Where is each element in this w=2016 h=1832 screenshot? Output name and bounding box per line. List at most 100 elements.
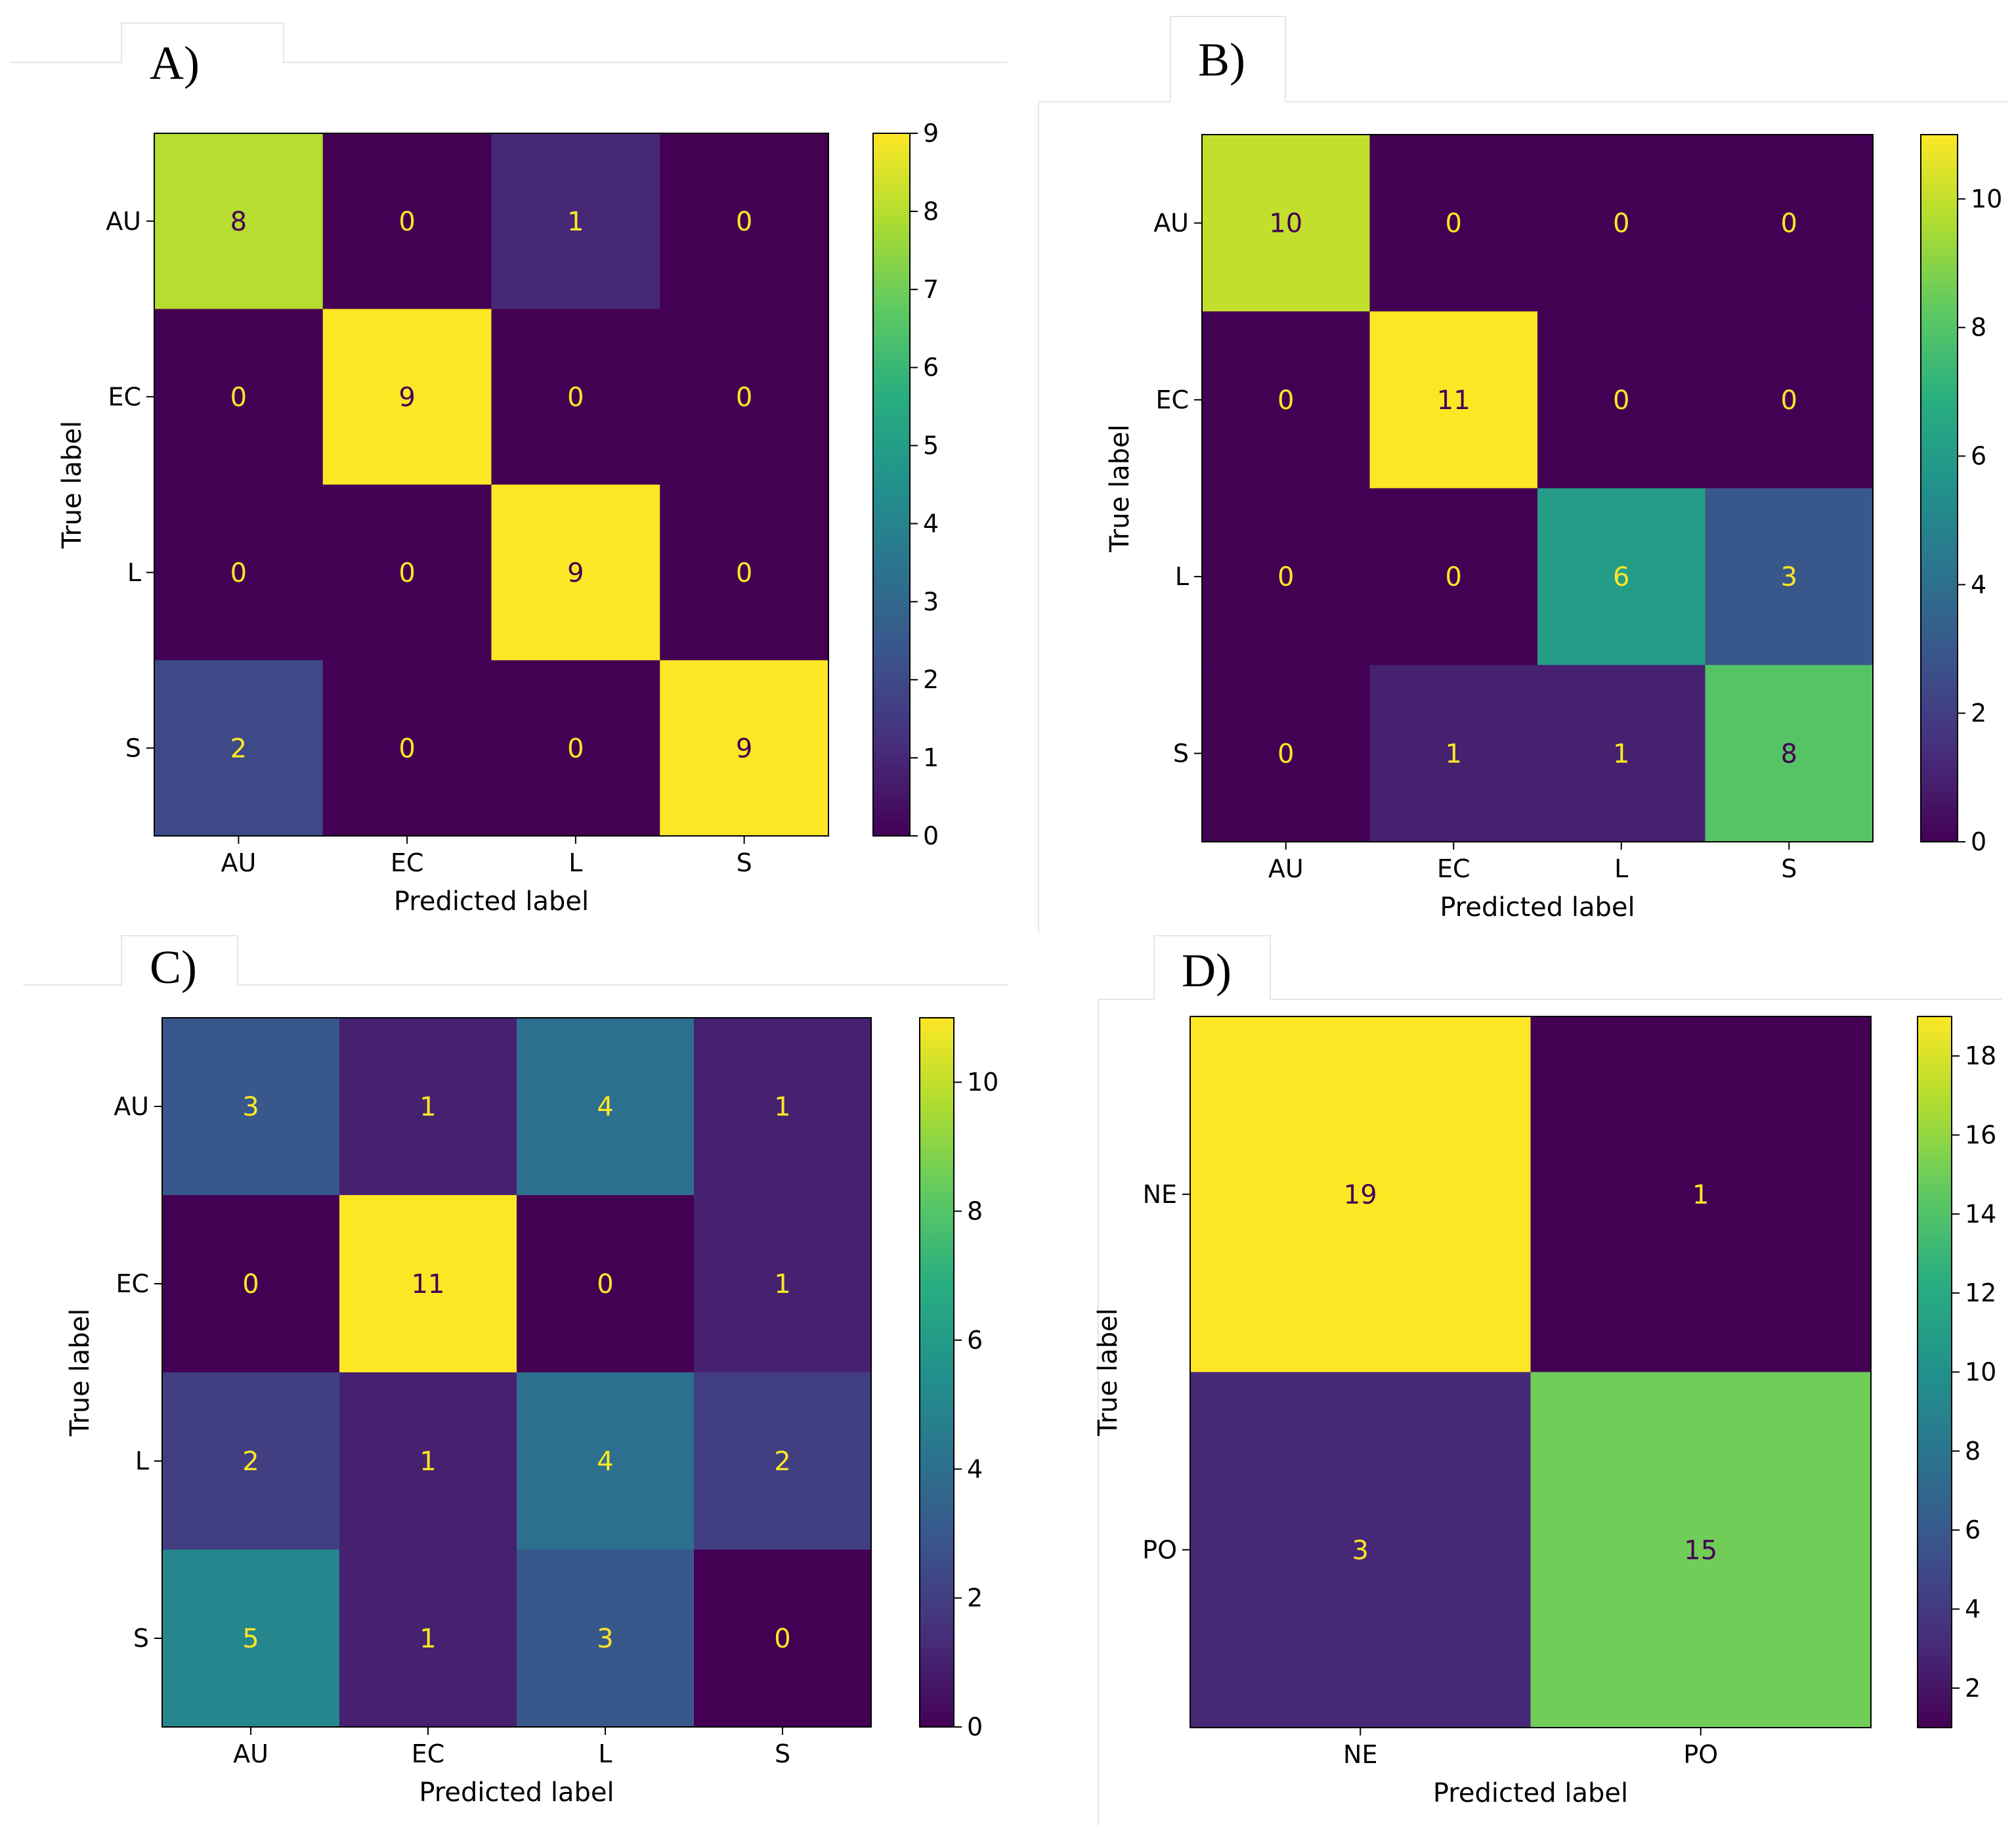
heatmap-cell (1190, 1372, 1532, 1728)
cell-value-label: 2 (774, 1447, 790, 1477)
cell-value-label: 0 (1613, 209, 1629, 239)
x-tick-label: AU (233, 1739, 268, 1768)
frame-b (1038, 16, 2009, 932)
y-axis-label: True label (1093, 1308, 1123, 1436)
chart-panel-b: 10 0 0 00 11 0 00 0 6 30 1 1 8AU EC L SAUECLSPredicted … (1105, 134, 2002, 923)
cell-value-label: 2 (230, 733, 247, 764)
x-tick-label: L (1614, 854, 1628, 883)
colorbar-tick-label: 6 (1965, 1516, 1981, 1544)
heatmap-cell (1202, 488, 1371, 666)
y-axis-label: True label (65, 1309, 95, 1437)
cell-value-label: 0 (1781, 385, 1797, 416)
heatmap-cell (1705, 665, 1874, 842)
colorbar-tick-label: 14 (1965, 1200, 1996, 1229)
colorbar-tick-label: 4 (1971, 570, 1986, 599)
heatmap-cell (339, 1018, 517, 1196)
chart-panel-a: 8 0 1 0 0 9 0 0 0 0 9 0 2 0 0 9 AU EC L S AU EC L S Predicted la… (57, 119, 939, 917)
colorbar-tick-label: 10 (1965, 1358, 1996, 1387)
frame-d (1098, 935, 2002, 1825)
colorbar-tick-label: 0 (923, 821, 939, 850)
colorbar-tick-label: 6 (923, 353, 939, 382)
colorbar-tick-label: 2 (923, 665, 939, 694)
heatmap-cell (1705, 488, 1874, 666)
cell-value-label: 1 (419, 1624, 436, 1654)
heatmap-cell (1202, 135, 1371, 312)
heatmap-cell (660, 133, 829, 310)
heatmap-cell (154, 485, 324, 661)
cell-value-label: 8 (1781, 739, 1797, 769)
frame-c (23, 935, 1008, 986)
heatmap-cell (1537, 665, 1706, 842)
heatmap-cell (322, 309, 492, 485)
cell-value-label: 0 (242, 1269, 259, 1299)
colorbar-tick-label: 4 (1965, 1595, 1981, 1624)
heatmap-cell (694, 1195, 872, 1373)
cell-value-label: 0 (1277, 562, 1294, 592)
heatmap-cell (517, 1018, 695, 1196)
cell-value-label: 4 (597, 1447, 613, 1477)
y-tick-label: EC (1155, 385, 1189, 414)
colorbar (872, 133, 911, 837)
cell-value-label: 6 (1613, 562, 1629, 592)
heatmap-cell (694, 1372, 872, 1550)
colorbar-tick-label: 0 (1971, 827, 1986, 856)
colorbar-tick-label: 10 (1971, 185, 2002, 213)
heatmap-cell (1530, 1016, 1872, 1373)
colorbar-tick-label: 6 (1971, 442, 1986, 471)
x-tick-label: EC (412, 1739, 445, 1768)
colorbar-tick-label: 2 (1965, 1674, 1981, 1703)
cell-value-label: 11 (412, 1269, 445, 1299)
cell-value-label: 0 (230, 558, 247, 588)
colorbar-tick-label: 4 (967, 1454, 983, 1483)
colorbar (1917, 1016, 1952, 1728)
heatmap-cell (1530, 1372, 1872, 1728)
frame-a (10, 22, 1008, 63)
colorbar-tick-label: 10 (967, 1068, 998, 1097)
x-tick-label: L (598, 1739, 612, 1768)
y-tick-label: AU (1153, 209, 1189, 238)
colorbar-tick-label: 12 (1965, 1278, 1996, 1307)
y-tick-label: S (125, 733, 141, 762)
x-tick-label: S (775, 1739, 790, 1768)
heatmap-frame (154, 133, 829, 837)
heatmap-cell (660, 309, 829, 485)
cell-value-label: 0 (1277, 739, 1294, 769)
panel-label-a: A) (150, 37, 200, 89)
heatmap-cell (517, 1550, 695, 1728)
y-tick-label: AU (114, 1092, 149, 1121)
heatmap-cell (1537, 135, 1706, 312)
heatmap-cell (694, 1018, 872, 1196)
colorbar-tick-label: 8 (923, 197, 939, 226)
cell-value-label: 10 (1269, 209, 1302, 239)
heatmap-cell (491, 485, 660, 661)
colorbar-tick-label: 8 (967, 1197, 983, 1226)
colorbar-tick-label: 8 (1971, 313, 1986, 342)
x-tick-label: EC (1437, 854, 1470, 883)
heatmap-cell (162, 1372, 340, 1550)
colorbar-tick-label: 5 (923, 431, 939, 460)
heatmap-cell (491, 133, 660, 310)
x-axis-label: Predicted label (1433, 1778, 1628, 1808)
y-tick-label: L (1175, 562, 1189, 591)
heatmap-cell (1537, 488, 1706, 666)
cell-value-label: 0 (567, 733, 584, 764)
cell-value-label: 0 (736, 382, 752, 412)
cell-value-label: 0 (1277, 385, 1294, 416)
x-axis-label: Predicted label (419, 1777, 614, 1808)
y-tick-label: EC (116, 1269, 149, 1298)
cell-value-label: 1 (567, 207, 584, 237)
heatmap-cell (322, 660, 492, 837)
colorbar-tick-label: 0 (967, 1712, 983, 1741)
cell-value-label: 3 (597, 1624, 613, 1654)
chart-panel-d: 19 1 3 15 NE PO NE PO Predicted label True label 2… (1093, 1016, 1996, 1808)
cell-value-label: 2 (242, 1447, 259, 1477)
colorbar-tick-label: 9 (923, 119, 939, 148)
heatmap-cell (339, 1550, 517, 1728)
y-tick-label: S (133, 1624, 149, 1653)
cell-value-label: 3 (1781, 562, 1797, 592)
y-tick-label: NE (1143, 1180, 1177, 1209)
cell-value-label: 0 (398, 558, 415, 588)
heatmap-cell (491, 660, 660, 837)
